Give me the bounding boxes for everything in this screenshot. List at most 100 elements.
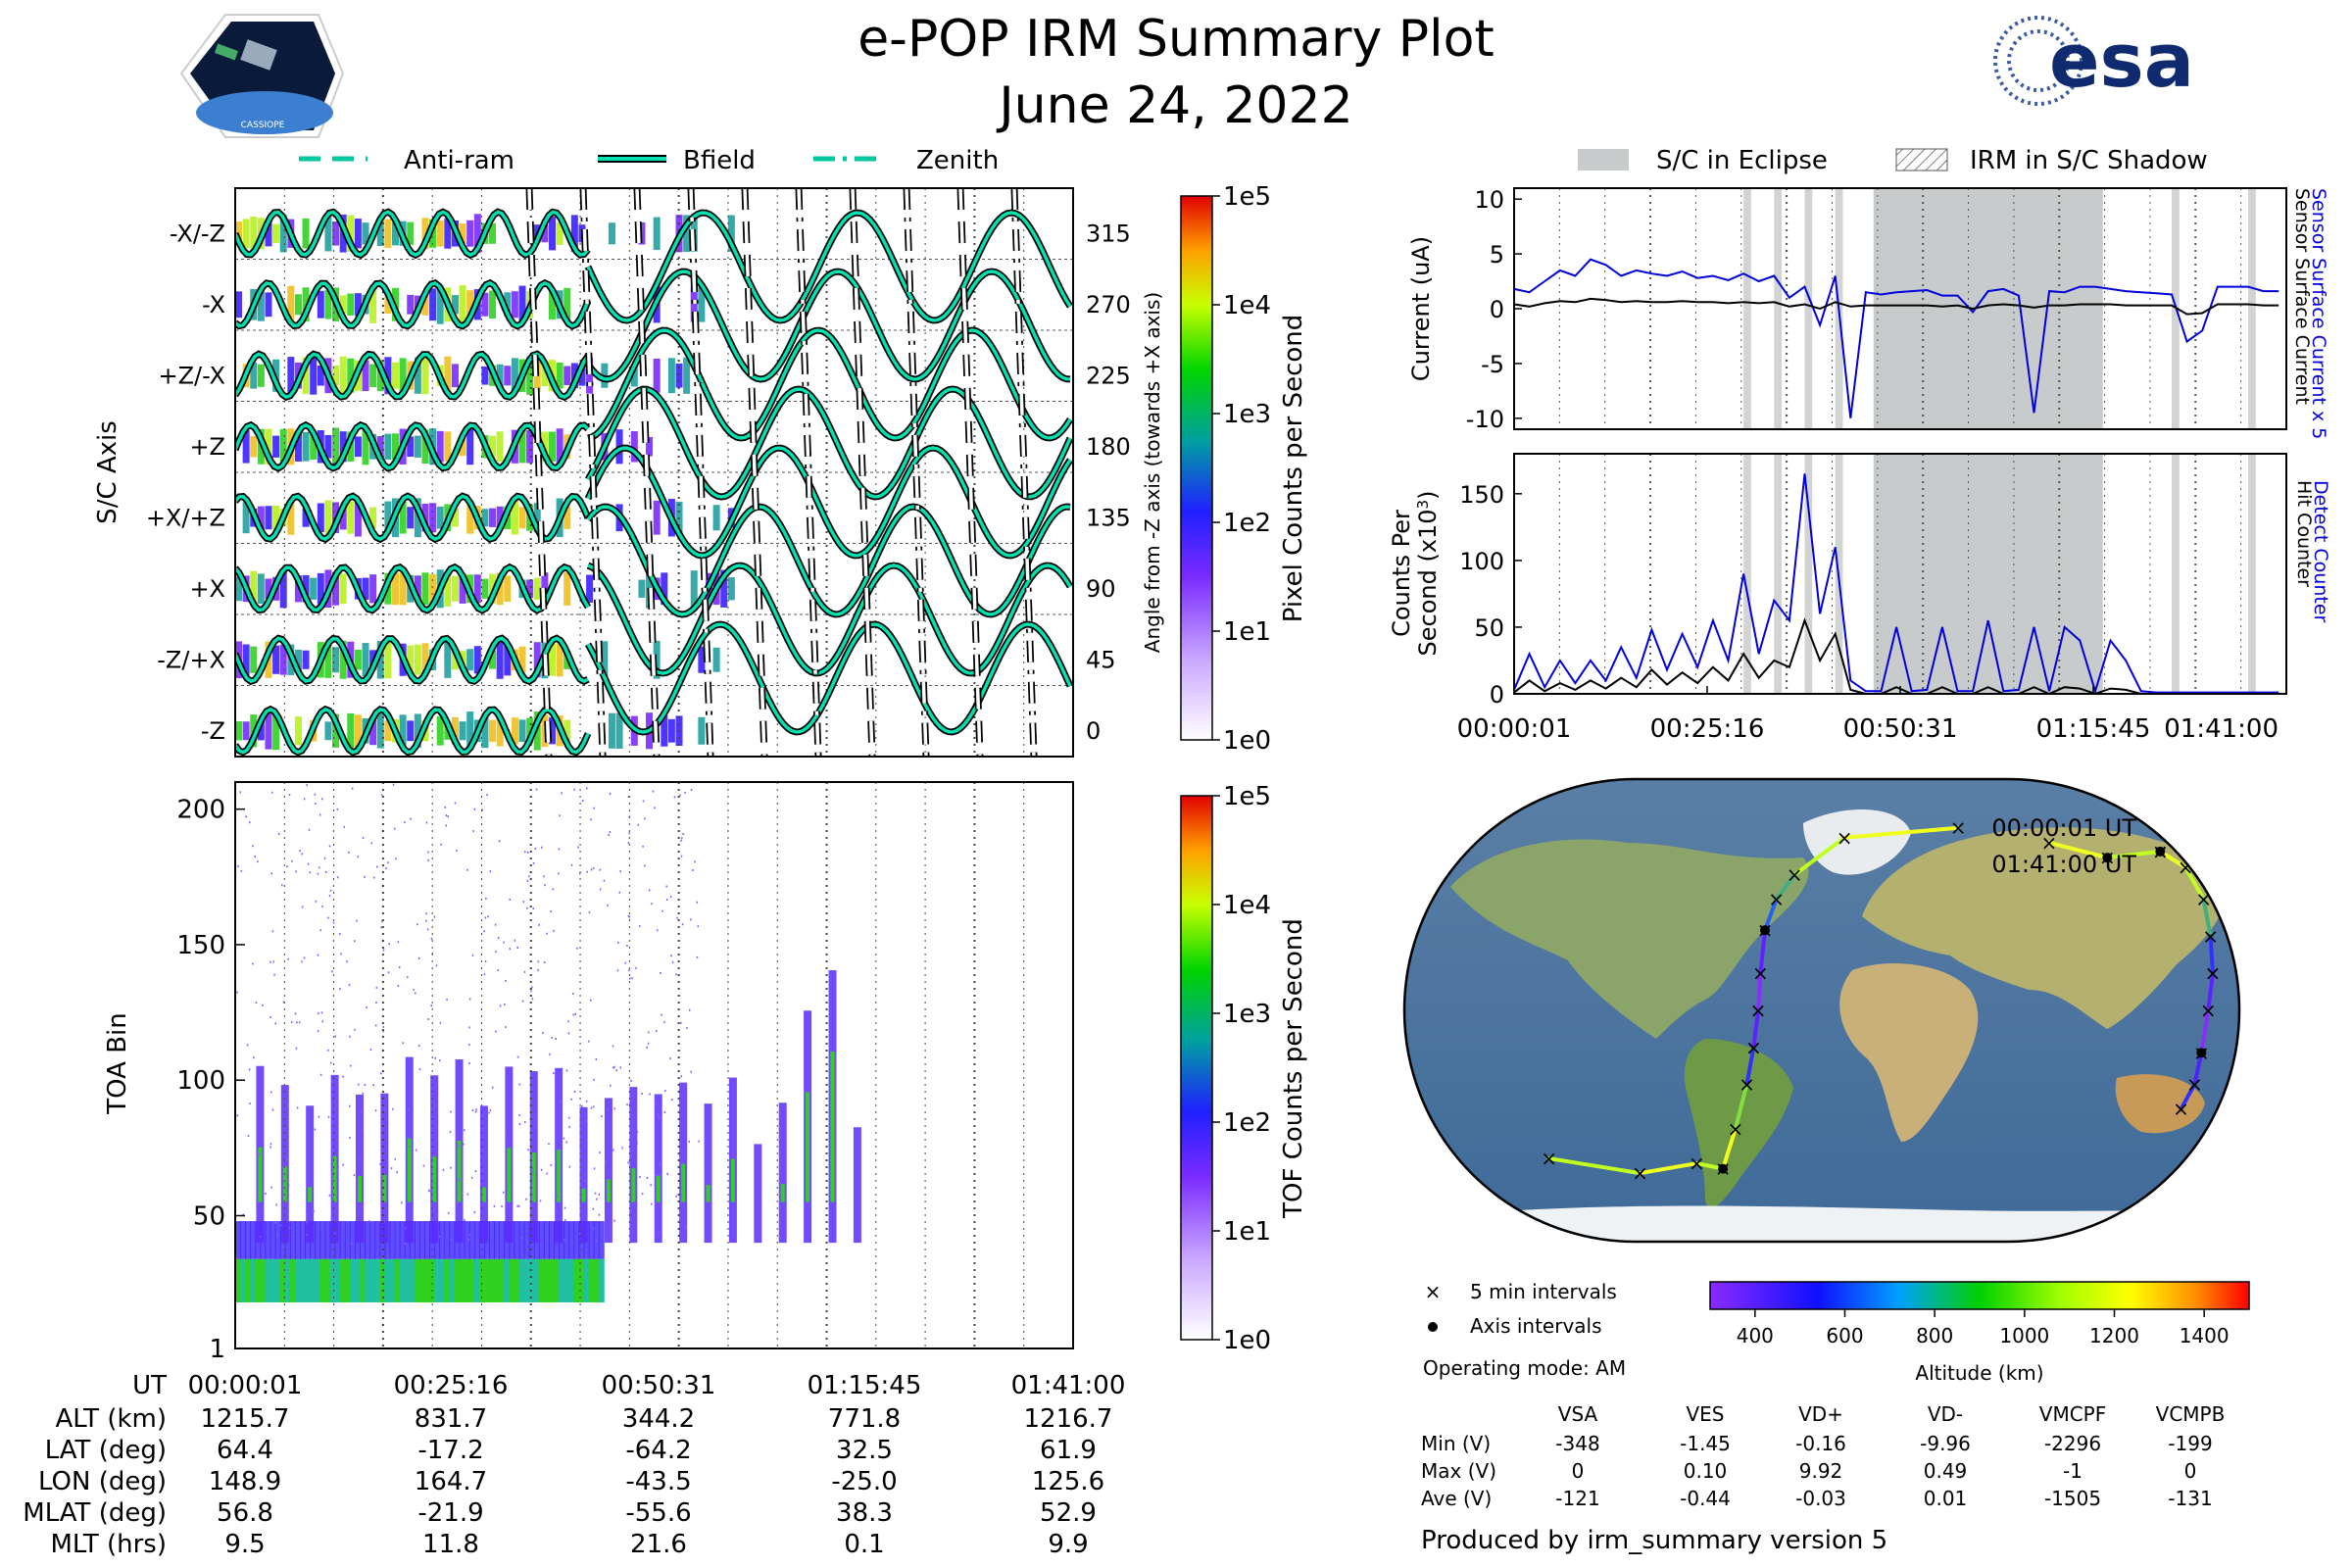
toa-dot	[307, 1172, 310, 1175]
axis-pixel-cell	[436, 715, 444, 746]
toa-band-cell	[274, 1221, 281, 1259]
toa-band-cell	[339, 1221, 346, 1259]
toa-dot	[382, 949, 385, 952]
antiram-trace	[689, 188, 712, 757]
toa-dot	[659, 1162, 661, 1165]
toa-dot	[427, 1018, 429, 1021]
toa-dot	[549, 1053, 551, 1055]
current-ylabel: Current (uA)	[1407, 236, 1435, 381]
toa-dot	[612, 1149, 614, 1152]
toa-dot	[319, 929, 321, 932]
bfield-curve	[235, 422, 590, 470]
toa-band-cell	[494, 1258, 501, 1302]
axis-pixel-cell	[369, 364, 377, 388]
axis-pixel-cell	[339, 506, 347, 530]
toa-dot	[472, 830, 474, 833]
track-5min-marker: ×	[1745, 1036, 1762, 1059]
colorbar-tick: 1e1	[1223, 1217, 1271, 1247]
toa-dot	[539, 1200, 542, 1202]
toa-dot	[328, 845, 331, 848]
toa-dot	[353, 1174, 356, 1177]
toa-dot	[564, 1206, 566, 1209]
axis-pixel-cell	[347, 712, 355, 749]
ephemeris-value: -64.2	[625, 1436, 691, 1465]
toa-dot	[628, 915, 631, 918]
axis-pixel-cell	[466, 428, 474, 466]
toa-dot	[661, 1013, 662, 1016]
toa-dot	[541, 846, 543, 849]
toa-spike-core	[557, 1149, 562, 1202]
current-tick: -10	[1466, 406, 1504, 433]
axis-pixel-cell	[347, 501, 355, 534]
axis-pixel-cell	[533, 503, 541, 533]
axis-pixel-cell	[653, 358, 661, 393]
toa-dot	[259, 1236, 262, 1239]
toa-dot	[576, 947, 578, 950]
axis-pixel-cell	[533, 577, 541, 600]
toa-dot	[470, 1176, 473, 1179]
toa-band-cell	[464, 1221, 470, 1259]
axis-pixel-cell	[675, 363, 683, 388]
axis-pixel-cell	[518, 646, 526, 673]
legend-axis-intervals: Axis intervals	[1470, 1314, 1602, 1338]
toa-dot	[565, 1069, 568, 1072]
axis-pixel-cell	[690, 570, 698, 608]
toa-spike	[306, 1105, 315, 1244]
toa-band-cell	[573, 1258, 580, 1302]
toa-dot	[590, 818, 592, 821]
toa-dot	[314, 793, 317, 796]
toa-dot	[303, 798, 306, 801]
axis-pixel-cell	[391, 572, 399, 606]
toa-dot	[516, 946, 518, 949]
toa-dot	[277, 832, 280, 835]
toa-band-cell	[289, 1258, 296, 1302]
toa-dot	[601, 1115, 603, 1118]
ground-track-segment	[2183, 864, 2206, 902]
axis-pixel-cell	[294, 294, 302, 316]
voltage-value: -2296	[2044, 1432, 2101, 1455]
toa-dot	[555, 1037, 557, 1040]
toa-dot	[648, 889, 651, 892]
toa-dot	[328, 895, 331, 898]
toa-dot	[560, 1173, 563, 1176]
axis-pixel-cell	[294, 649, 302, 670]
voltage-value: -9.96	[1920, 1432, 1971, 1455]
axis-pixel-cell	[698, 286, 706, 322]
toa-dot	[573, 788, 575, 791]
axis-pixel-cell	[272, 223, 280, 243]
toa-dot	[381, 920, 383, 923]
voltage-column-header: VD-	[1928, 1402, 1963, 1426]
colorbar-tick: 1e4	[1223, 291, 1271, 320]
toa-dot	[374, 1024, 377, 1027]
toa-dot	[493, 1204, 496, 1207]
axis-pixel-cell	[473, 574, 481, 604]
ephemeris-row-label: LON (deg)	[38, 1467, 167, 1496]
colorbar-tick: 1e5	[1223, 782, 1271, 811]
axis-pixel-cell	[496, 572, 504, 606]
current-tick: 10	[1474, 186, 1504, 214]
axis-pixel-cell	[391, 433, 399, 461]
toa-dot	[518, 1123, 521, 1126]
toa-dot	[557, 1195, 560, 1198]
axis-pixel-cell	[661, 714, 668, 747]
toa-band-cell	[593, 1258, 600, 1302]
toa-dot	[271, 930, 274, 933]
map-greenland	[1803, 809, 1911, 875]
toa-dot	[425, 912, 427, 915]
toa-dot	[616, 969, 619, 972]
bfield-curve	[235, 210, 590, 258]
axis-pixel-cell	[257, 573, 265, 605]
counts-ylabel-1: Counts Per	[1388, 510, 1415, 637]
toa-dot	[514, 939, 516, 942]
axis-pixel-cell	[451, 716, 459, 745]
toa-band-cell	[468, 1258, 475, 1302]
shadow-region	[1743, 188, 1751, 429]
track-5min-marker: ×	[2186, 1073, 2203, 1097]
axis-pixel-cell	[496, 364, 504, 387]
toa-dot	[447, 815, 449, 818]
toa-dot	[627, 1161, 629, 1164]
toa-dot	[684, 791, 686, 794]
toa-band-cell	[528, 1258, 535, 1302]
toa-spike	[754, 1144, 762, 1244]
toa-dot	[657, 929, 659, 932]
